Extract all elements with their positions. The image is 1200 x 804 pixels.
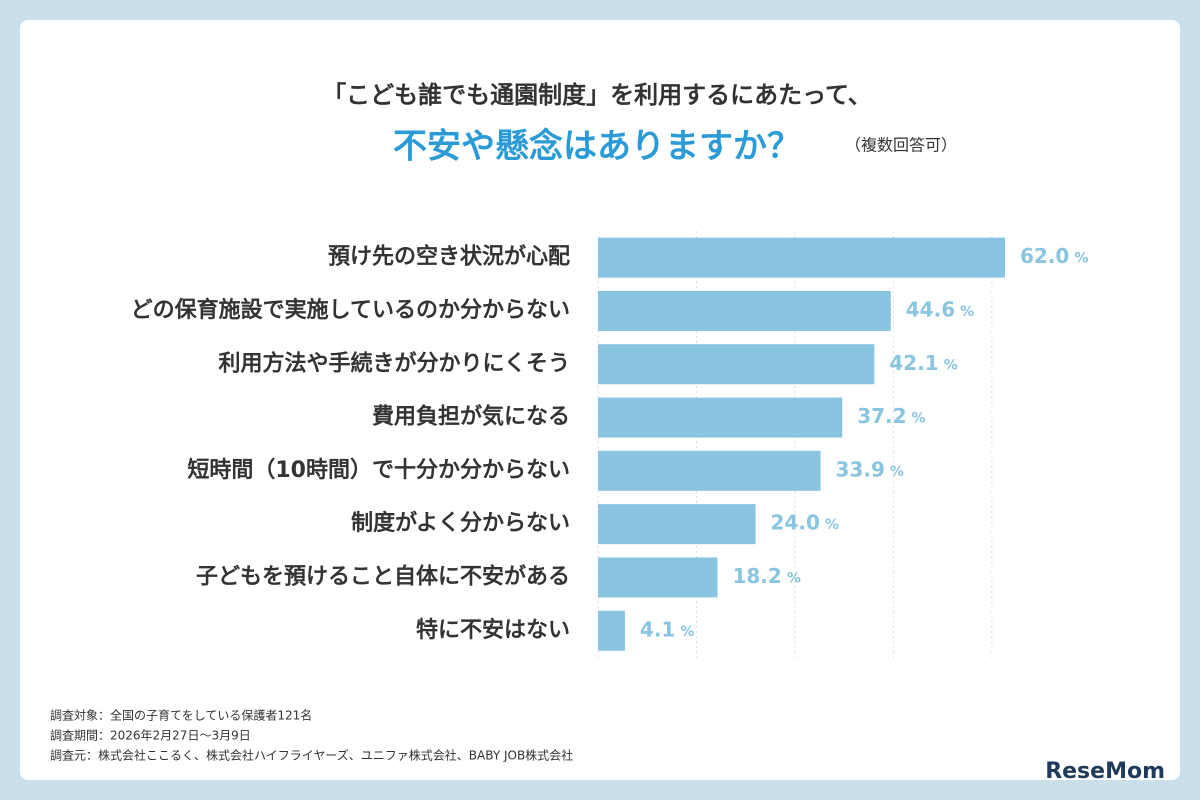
logo: ReseMom (1045, 759, 1165, 784)
value-unit: % (960, 304, 974, 320)
value-unit: % (944, 357, 958, 373)
value-label: 18.2 (732, 564, 781, 588)
value-unit: % (825, 517, 839, 533)
value-label: 4.1 (640, 617, 675, 641)
bar (598, 290, 891, 331)
value-label: 44.6 (906, 297, 955, 321)
bar (598, 397, 843, 438)
value-label: 33.9 (836, 457, 885, 481)
value-label: 24.0 (771, 511, 820, 535)
bar (598, 450, 821, 491)
category-label: どの保育施設で実施しているのか分からない (131, 297, 570, 323)
value-unit: % (1074, 251, 1088, 267)
note: 調査対象：全国の子育てをしている保護者121名 (50, 708, 312, 723)
category-label: 特に不安はない (416, 617, 570, 643)
category-label: 費用負担が気になる (372, 404, 570, 430)
chart-subtitle: 不安や懸念はありますか？ (393, 127, 801, 167)
subtitle-note: （複数回答可） (845, 136, 957, 155)
value-unit: % (912, 411, 926, 427)
category-label: 短時間（10時間）で十分か分からない (187, 458, 570, 483)
note: 調査元：株式会社ここるく、株式会社ハイフライヤーズ、ユニファ株式会社、BABY … (50, 748, 573, 763)
category-label: 制度がよく分からない (351, 510, 570, 536)
bar (598, 557, 718, 598)
bar (598, 344, 875, 385)
value-label: 37.2 (857, 404, 906, 428)
bar (598, 504, 756, 545)
bar (598, 610, 625, 651)
note: 調査期間：2026年2月27日〜3月9日 (50, 729, 251, 743)
value-unit: % (787, 570, 801, 586)
category-label: 子どもを預けること自体に不安がある (196, 563, 570, 589)
category-label: 利用方法や手続きが分かりにくそう (218, 350, 570, 376)
plot: 預け先の空き状況が心配 62.0 % どの保育施設で実施しているのか分からない 44.6… (131, 231, 1088, 658)
bar (598, 237, 1005, 278)
category-label: 預け先の空き状況が心配 (328, 244, 570, 270)
value-label: 62.0 (1020, 244, 1069, 268)
value-label: 42.1 (889, 351, 938, 375)
value-unit: % (680, 624, 694, 640)
value-unit: % (890, 464, 904, 480)
chart-title: 「こども誰でも通園制度」を利用するにあたって、 (322, 81, 872, 109)
